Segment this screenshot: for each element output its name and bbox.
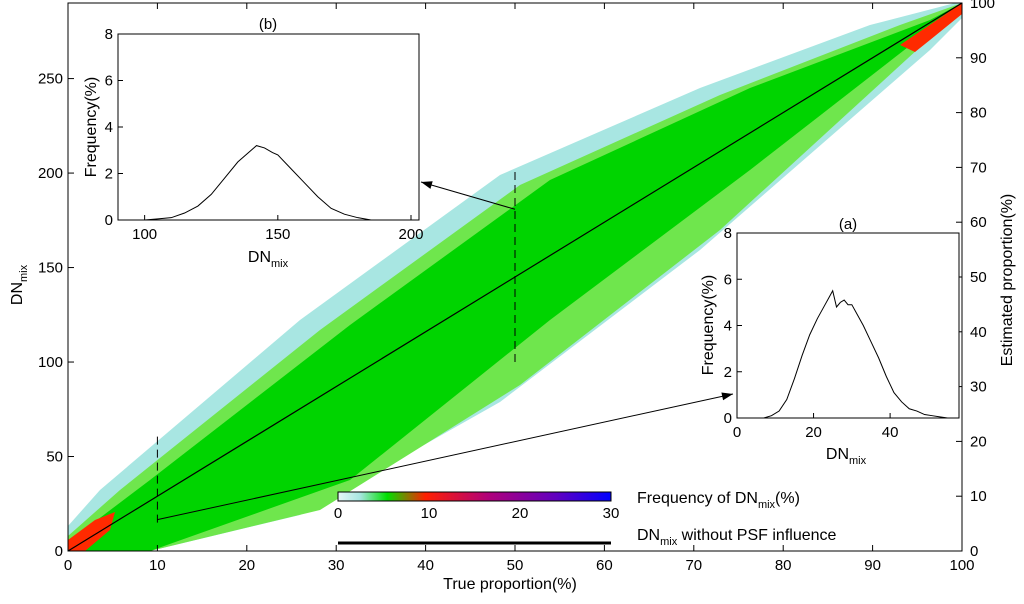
x-tick-label: 50 xyxy=(507,557,524,574)
inset-a: (a) 0 20 40 0 2 4 6 8 DNmix Frequency(%) xyxy=(700,216,960,467)
right-y-axis-ticks: 0 10 20 30 40 50 60 70 80 90 100 xyxy=(956,0,995,560)
inset-a-x-tick-label: 0 xyxy=(733,424,741,441)
right-y-tick-label: 100 xyxy=(970,0,995,12)
left-y-axis-ticks: 0 50 100 150 200 250 xyxy=(38,71,74,560)
x-tick-label: 10 xyxy=(149,557,166,574)
x-tick-label: 30 xyxy=(328,557,345,574)
right-y-tick-label: 30 xyxy=(970,379,987,396)
inset-b-x-ticks: 100 150 200 xyxy=(132,215,424,243)
arrow-to-inset-a xyxy=(157,393,734,521)
x-tick-label: 90 xyxy=(864,557,881,574)
left-y-tick-label: 50 xyxy=(46,449,63,466)
right-y-tick-label: 80 xyxy=(970,105,987,122)
inset-b-frame xyxy=(117,33,420,221)
inset-a-frame xyxy=(736,232,960,419)
inset-a-x-tick-label: 20 xyxy=(805,424,822,441)
inset-a-y-tick-label: 6 xyxy=(724,271,732,288)
left-y-tick-label: 200 xyxy=(38,165,63,182)
inset-b-y-ticks: 0 2 4 6 8 xyxy=(105,26,123,229)
dashed-markers xyxy=(156,169,516,523)
right-y-tick-label: 90 xyxy=(970,50,987,67)
inset-a-line xyxy=(763,289,948,419)
colorbar-tick-label: 30 xyxy=(603,505,620,522)
inset-a-x-ticks: 0 20 40 xyxy=(733,413,899,441)
inset-b-line xyxy=(144,145,372,221)
inset-b-y-tick-label: 2 xyxy=(105,166,113,183)
band-red-low xyxy=(68,512,115,551)
colorbar-ticks: 0 10 20 30 xyxy=(334,505,620,522)
arrow-to-inset-b xyxy=(420,181,516,210)
colorbar xyxy=(337,491,612,502)
inset-b-x-tick-label: 100 xyxy=(132,226,157,243)
left-y-tick-label: 250 xyxy=(38,71,63,88)
inset-a-title: (a) xyxy=(839,216,857,233)
inset-a-y-tick-label: 8 xyxy=(724,225,732,242)
arrow-to-inset-a-head xyxy=(721,392,733,401)
right-y-tick-label: 0 xyxy=(970,543,978,560)
x-tick-label: 100 xyxy=(949,557,974,574)
colorbar-tick-label: 10 xyxy=(421,505,438,522)
arrow-to-inset-b-head xyxy=(421,181,433,189)
right-y-tick-label: 20 xyxy=(970,433,987,450)
inset-b-y-tick-label: 0 xyxy=(105,212,113,229)
annotation-arrows xyxy=(157,181,734,521)
inset-a-y-label: Frequency(%) xyxy=(700,275,717,375)
colorbar-tick-label: 20 xyxy=(512,505,529,522)
inset-a-x-tick-label: 40 xyxy=(882,424,899,441)
band-red-high xyxy=(900,3,962,52)
x-tick-label: 0 xyxy=(64,557,72,574)
right-y-axis-label: Estimated proportion(%) xyxy=(999,194,1016,367)
inset-b: (b) 100 150 200 0 2 4 6 8 DNmix Frequency(%) xyxy=(83,16,424,270)
left-y-tick-label: 100 xyxy=(38,354,63,371)
inset-a-y-tick-label: 4 xyxy=(724,318,732,335)
right-y-tick-label: 10 xyxy=(970,488,987,505)
inset-b-y-tick-label: 6 xyxy=(105,73,113,90)
right-y-tick-label: 70 xyxy=(970,159,987,176)
inset-b-y-label: Frequency(%) xyxy=(83,77,100,177)
inset-b-y-tick-label: 4 xyxy=(105,119,113,136)
inset-a-x-label: DNmix xyxy=(826,446,867,467)
x-tick-label: 70 xyxy=(685,557,702,574)
left-y-axis-label: DNmix xyxy=(9,264,30,305)
right-y-tick-label: 60 xyxy=(970,214,987,231)
right-y-tick-label: 40 xyxy=(970,324,987,341)
inset-a-y-ticks: 0 2 4 6 8 xyxy=(724,225,742,427)
x-tick-label: 60 xyxy=(596,557,613,574)
inset-b-x-label: DNmix xyxy=(248,249,289,270)
left-y-tick-label: 0 xyxy=(55,543,63,560)
inset-b-x-tick-label: 200 xyxy=(398,226,423,243)
colorbar-label: Frequency of DNmix(%) xyxy=(637,490,800,511)
x-tick-label: 40 xyxy=(417,557,434,574)
inset-b-x-tick-label: 150 xyxy=(265,226,290,243)
inset-a-y-tick-label: 2 xyxy=(724,364,732,381)
x-axis-ticks: 0 10 20 30 40 50 60 70 80 90 100 xyxy=(64,3,975,574)
left-y-tick-label: 150 xyxy=(38,260,63,277)
right-y-tick-label: 50 xyxy=(970,269,987,286)
x-tick-label: 20 xyxy=(238,557,255,574)
inset-a-y-tick-label: 0 xyxy=(724,410,732,427)
inset-b-title: (b) xyxy=(259,16,277,33)
inset-b-y-tick-label: 8 xyxy=(105,26,113,43)
legend-line-label: DNmix without PSF influence xyxy=(637,527,837,548)
colorbar-tick-label: 0 xyxy=(334,505,342,522)
x-axis-label: True proportion(%) xyxy=(443,576,577,593)
x-tick-label: 80 xyxy=(775,557,792,574)
